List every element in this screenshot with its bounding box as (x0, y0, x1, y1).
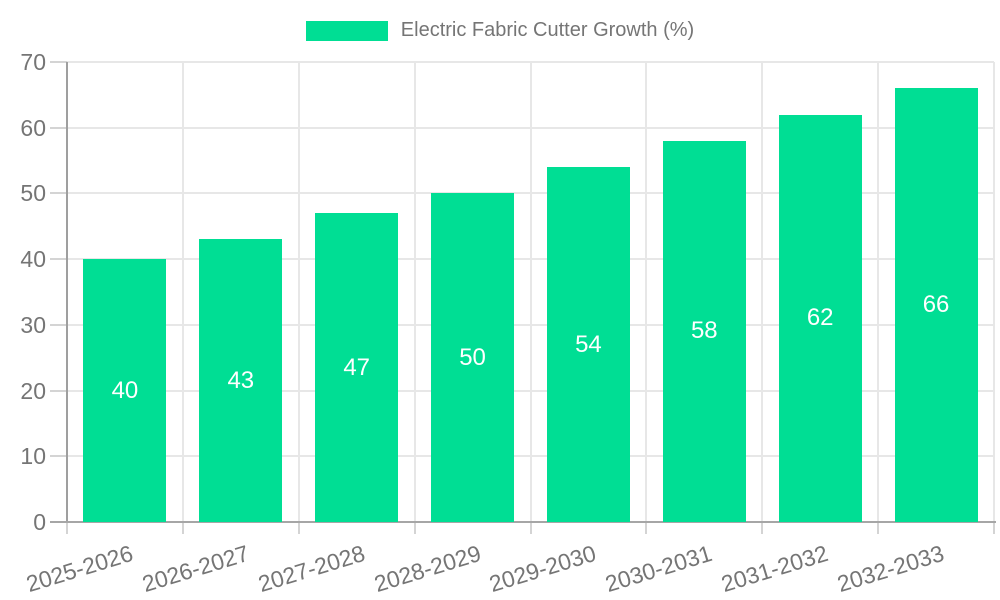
y-axis-tick-label: 40 (20, 246, 46, 273)
y-axis-line (66, 62, 68, 522)
bar-value-label: 50 (459, 343, 486, 371)
legend-label: Electric Fabric Cutter Growth (%) (400, 19, 695, 41)
bar[interactable] (662, 140, 746, 522)
bar-value-label: 58 (690, 317, 718, 345)
x-axis-category-label: 2031-2032 (718, 539, 832, 597)
y-axis-tick-label: 50 (20, 180, 46, 207)
x-tick (645, 522, 648, 534)
y-tick (50, 61, 67, 63)
x-tick (877, 522, 880, 534)
bar[interactable] (315, 213, 399, 522)
x-axis-category-label: 2026-2027 (138, 539, 252, 597)
bar-value-label: 54 (575, 330, 602, 358)
x-tick (181, 522, 184, 534)
bar[interactable] (546, 167, 630, 522)
bar-value-label: 62 (806, 304, 834, 332)
bar[interactable] (199, 239, 283, 522)
v-gridline (645, 62, 648, 522)
y-tick (50, 258, 67, 261)
v-gridline (297, 62, 300, 522)
bar[interactable] (431, 193, 515, 522)
x-tick (761, 522, 764, 534)
bar-value-label: 40 (111, 376, 139, 404)
x-tick (297, 522, 300, 534)
bar[interactable] (778, 114, 862, 522)
x-tick (993, 522, 995, 534)
y-axis-tick-label: 30 (20, 311, 46, 338)
x-axis-category-label: 2032-2033 (834, 539, 947, 597)
legend-swatch-icon (305, 20, 388, 41)
y-axis-tick-label: 20 (20, 377, 46, 404)
bar-value-label: 47 (343, 353, 371, 381)
y-tick (50, 389, 67, 392)
y-tick (50, 323, 67, 326)
chart-legend: Electric Fabric Cutter Growth (%) (0, 19, 1000, 42)
bar[interactable] (83, 259, 167, 522)
x-axis-line (50, 521, 996, 523)
bar[interactable] (894, 88, 978, 522)
x-tick (66, 522, 68, 534)
y-axis-tick-label: 60 (20, 114, 46, 141)
x-axis-category-label: 2029-2030 (486, 539, 600, 597)
x-tick (529, 522, 532, 534)
x-axis-category-label: 2028-2029 (370, 539, 484, 597)
x-axis-category-label: 2025-2026 (23, 539, 136, 597)
x-axis-category-label: 2027-2028 (254, 539, 368, 597)
bar-value-label: 66 (922, 291, 950, 319)
v-gridline (761, 62, 764, 522)
x-axis-category-label: 2030-2031 (602, 539, 716, 597)
legend-item[interactable]: Electric Fabric Cutter Growth (%) (305, 19, 695, 42)
y-axis-tick-label: 70 (20, 49, 46, 75)
v-gridline (877, 62, 880, 522)
v-gridline (181, 62, 184, 522)
v-gridline (993, 62, 995, 522)
v-gridline (529, 62, 532, 522)
y-tick (50, 126, 67, 129)
y-tick (50, 455, 67, 458)
x-tick (413, 522, 416, 534)
y-tick (50, 192, 67, 195)
v-gridline (413, 62, 416, 522)
y-axis-tick-label: 0 (33, 509, 46, 535)
bar-value-label: 43 (227, 366, 255, 394)
y-axis-tick-label: 10 (20, 443, 46, 470)
